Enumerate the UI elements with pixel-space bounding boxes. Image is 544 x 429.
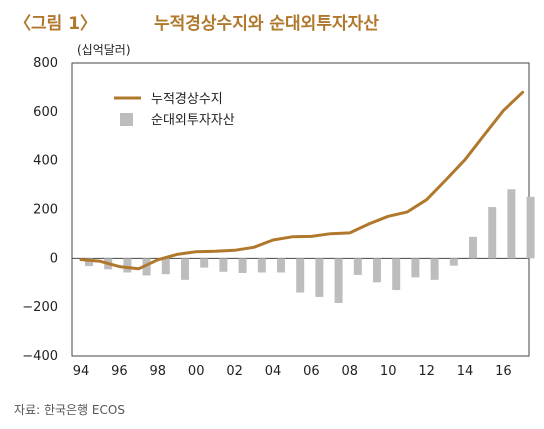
x-axis-ticks: 94 96 98 00 02 04 06 08 10 12 14 16 [73,364,512,379]
line-series [79,90,525,271]
y-tick-label: 800 [33,56,58,71]
x-tick-label: 08 [342,364,359,379]
y-tick-label: 400 [33,154,58,169]
figure-title: 누적경상수지와 순대외투자자산 [154,13,379,34]
bar [315,258,324,297]
x-tick-label: 04 [265,364,282,379]
bar [161,258,170,275]
x-tick-label: 16 [495,364,512,379]
x-tick-label: 14 [457,364,474,379]
x-tick-label: 96 [111,364,128,379]
x-tick-label: 06 [303,364,320,379]
bar [296,258,305,293]
legend-label-line: 누적경상수지 [151,92,223,107]
x-tick-label: 98 [150,364,167,379]
y-tick-label: −200 [22,300,58,315]
bar [238,258,247,273]
y-axis-ticks: 800 600 400 200 0 −200 −400 [22,56,58,364]
bar [277,258,285,273]
bar [219,258,228,272]
y-unit-label: (십억달러) [77,43,131,57]
bar [181,258,189,280]
y-tick-label: 0 [50,251,58,266]
figure-title-row: 〈그림 1〉 누적경상수지와 순대외투자자산 [14,9,379,34]
y-tick-label: 200 [33,203,58,218]
legend: 누적경상수지 순대외투자자산 [114,92,235,128]
bar [123,258,132,273]
source-note: 자료: 한국은행 ECOS [14,403,125,417]
y-tick-label: 600 [33,105,58,120]
bar [334,258,343,304]
bar [430,258,439,280]
bar [449,258,458,266]
bar [142,258,151,276]
bar [507,189,516,259]
figure-label: 〈그림 1〉 [14,13,98,34]
x-tick-label: 10 [380,364,397,379]
bar [353,258,362,275]
bar [85,258,93,267]
bar [526,196,535,259]
bar [200,258,209,268]
x-tick-label: 00 [188,364,205,379]
bar [373,258,381,283]
bar [469,236,477,259]
x-tick-label: 12 [418,364,435,379]
plot-frame [71,62,530,357]
bar [488,207,497,259]
bar [257,258,266,273]
x-tick-label: 02 [226,364,243,379]
legend-label-bar: 순대외투자자산 [151,113,235,128]
legend-bar-swatch [120,113,133,126]
bar [392,258,401,291]
x-tick-label: 94 [73,364,90,379]
bar [411,258,420,278]
y-tick-label: −400 [22,349,58,364]
bar-series [85,189,535,304]
